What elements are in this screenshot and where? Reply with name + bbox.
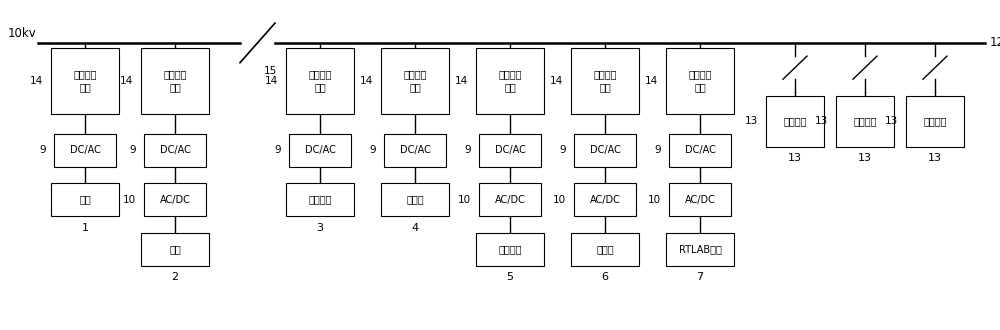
Text: 风机: 风机: [169, 244, 181, 254]
Bar: [574, 183, 636, 216]
Text: 1: 1: [82, 223, 88, 233]
Text: 10: 10: [648, 195, 661, 205]
Bar: [144, 134, 206, 167]
Bar: [381, 48, 449, 114]
Text: 2: 2: [171, 272, 179, 282]
Bar: [571, 233, 639, 266]
Text: 13: 13: [885, 116, 898, 126]
Text: 9: 9: [559, 145, 566, 155]
Text: 14: 14: [645, 76, 658, 86]
Text: DC/AC: DC/AC: [70, 145, 100, 155]
Bar: [669, 183, 731, 216]
Bar: [476, 48, 544, 114]
Text: 可变线路
阅抗: 可变线路 阅抗: [73, 70, 97, 92]
Text: 可变线路
阅抗: 可变线路 阅抗: [498, 70, 522, 92]
Bar: [144, 183, 206, 216]
Text: 模拟负载: 模拟负载: [853, 116, 877, 126]
Text: DC/AC: DC/AC: [685, 145, 715, 155]
Text: 10kv: 10kv: [7, 27, 36, 40]
Text: 9: 9: [369, 145, 376, 155]
Text: 可变线路
阅抗: 可变线路 阅抗: [308, 70, 332, 92]
Text: 13: 13: [745, 116, 758, 126]
Text: AC/DC: AC/DC: [685, 195, 715, 205]
Text: 可变线路
阅抗: 可变线路 阅抗: [688, 70, 712, 92]
Text: RTLAB设备: RTLAB设备: [679, 244, 721, 254]
Text: 柴油机: 柴油机: [596, 244, 614, 254]
Bar: [836, 96, 894, 147]
Bar: [571, 48, 639, 114]
Text: 3: 3: [316, 223, 324, 233]
Text: AC/DC: AC/DC: [590, 195, 620, 205]
Text: 燃气轮机: 燃气轮机: [498, 244, 522, 254]
Bar: [286, 48, 354, 114]
Text: 光伏: 光伏: [79, 195, 91, 205]
Text: AC/DC: AC/DC: [495, 195, 525, 205]
Text: 9: 9: [129, 145, 136, 155]
Bar: [51, 183, 119, 216]
Text: 模拟负载: 模拟负载: [923, 116, 947, 126]
Text: 6: 6: [602, 272, 608, 282]
Text: 可变线路
阅抗: 可变线路 阅抗: [593, 70, 617, 92]
Bar: [54, 134, 116, 167]
Text: 超级电容: 超级电容: [308, 195, 332, 205]
Text: DC/AC: DC/AC: [305, 145, 335, 155]
Bar: [384, 134, 446, 167]
Text: 9: 9: [274, 145, 281, 155]
Text: DC/AC: DC/AC: [400, 145, 430, 155]
Text: 14: 14: [455, 76, 468, 86]
Text: 4: 4: [411, 223, 419, 233]
Text: 5: 5: [507, 272, 514, 282]
Text: 可变线路
阅抗: 可变线路 阅抗: [163, 70, 187, 92]
Bar: [476, 233, 544, 266]
Text: 13: 13: [858, 153, 872, 163]
Text: 14: 14: [120, 76, 133, 86]
Text: 9: 9: [39, 145, 46, 155]
Bar: [906, 96, 964, 147]
Bar: [666, 48, 734, 114]
Bar: [141, 48, 209, 114]
Text: 7: 7: [696, 272, 704, 282]
Text: 10: 10: [553, 195, 566, 205]
Text: 13: 13: [928, 153, 942, 163]
Bar: [51, 48, 119, 114]
Text: 14: 14: [360, 76, 373, 86]
Bar: [666, 233, 734, 266]
Text: 9: 9: [654, 145, 661, 155]
Bar: [141, 233, 209, 266]
Text: 14: 14: [265, 76, 278, 86]
Text: 13: 13: [788, 153, 802, 163]
Text: DC/AC: DC/AC: [590, 145, 620, 155]
Text: 15: 15: [263, 66, 277, 76]
Text: 10: 10: [458, 195, 471, 205]
Bar: [381, 183, 449, 216]
Text: 10: 10: [123, 195, 136, 205]
Text: 9: 9: [464, 145, 471, 155]
Text: 12: 12: [990, 36, 1000, 49]
Text: 14: 14: [30, 76, 43, 86]
Bar: [479, 183, 541, 216]
Bar: [289, 134, 351, 167]
Bar: [286, 183, 354, 216]
Text: 14: 14: [550, 76, 563, 86]
Text: DC/AC: DC/AC: [495, 145, 525, 155]
Bar: [766, 96, 824, 147]
Text: 可变线路
阅抗: 可变线路 阅抗: [403, 70, 427, 92]
Text: 13: 13: [815, 116, 828, 126]
Bar: [669, 134, 731, 167]
Text: 模拟负载: 模拟负载: [783, 116, 807, 126]
Text: AC/DC: AC/DC: [160, 195, 190, 205]
Bar: [479, 134, 541, 167]
Text: 蓄电池: 蓄电池: [406, 195, 424, 205]
Bar: [574, 134, 636, 167]
Text: DC/AC: DC/AC: [160, 145, 190, 155]
